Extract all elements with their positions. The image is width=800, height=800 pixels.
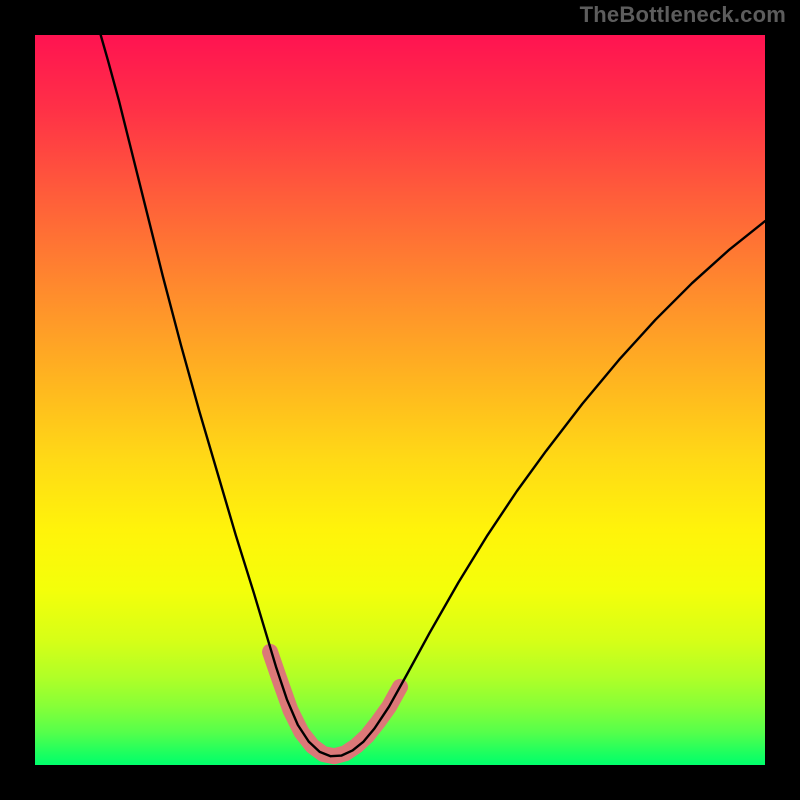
watermark-text: TheBottleneck.com <box>580 2 786 28</box>
plot-area <box>35 35 765 765</box>
plot-svg <box>35 35 765 765</box>
gradient-background <box>35 35 765 765</box>
chart-container: TheBottleneck.com <box>0 0 800 800</box>
